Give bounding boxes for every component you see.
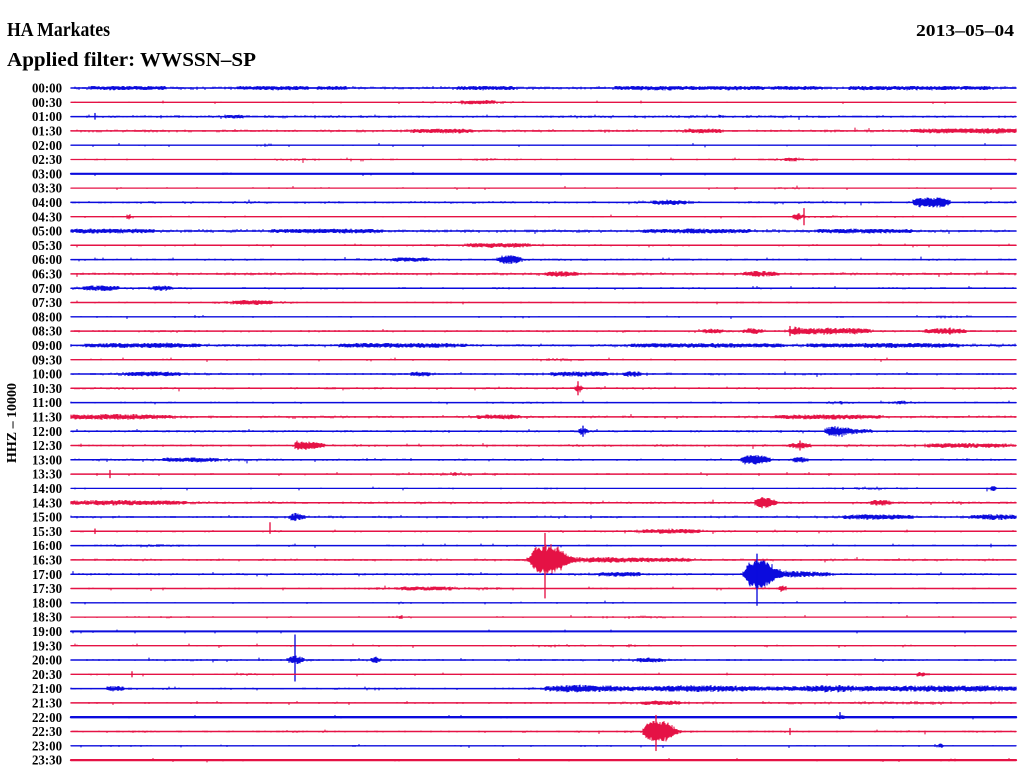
svg-text:05:00: 05:00 [32,225,62,240]
svg-text:02:00: 02:00 [32,139,62,154]
svg-text:2013–05–04: 2013–05–04 [916,21,1015,40]
svg-text:00:30: 00:30 [32,96,62,111]
svg-text:20:30: 20:30 [32,668,62,683]
svg-text:04:00: 04:00 [32,196,62,211]
svg-text:01:30: 01:30 [32,125,62,140]
svg-text:07:30: 07:30 [32,296,62,311]
svg-text:11:30: 11:30 [32,411,62,426]
svg-text:05:30: 05:30 [32,239,62,254]
svg-text:16:00: 16:00 [32,539,62,554]
svg-text:08:00: 08:00 [32,310,62,325]
svg-text:10:30: 10:30 [32,382,62,397]
svg-text:04:30: 04:30 [32,210,62,225]
svg-text:23:00: 23:00 [32,739,62,754]
svg-text:14:30: 14:30 [32,496,62,511]
svg-text:HA Markates: HA Markates [7,19,110,41]
svg-text:01:00: 01:00 [32,110,62,125]
svg-text:19:30: 19:30 [32,639,62,654]
svg-text:13:30: 13:30 [32,468,62,483]
svg-text:09:30: 09:30 [32,353,62,368]
svg-text:15:00: 15:00 [32,511,62,526]
svg-text:22:30: 22:30 [32,725,62,740]
svg-text:06:00: 06:00 [32,253,62,268]
svg-text:17:00: 17:00 [32,568,62,583]
svg-text:16:30: 16:30 [32,554,62,569]
svg-text:15:30: 15:30 [32,525,62,540]
svg-text:19:00: 19:00 [32,625,62,640]
svg-text:06:30: 06:30 [32,268,62,283]
svg-text:18:00: 18:00 [32,596,62,611]
svg-text:00:00: 00:00 [32,82,62,97]
svg-text:Applied filter: WWSSN–SP: Applied filter: WWSSN–SP [7,49,256,71]
svg-text:10:00: 10:00 [32,368,62,383]
svg-text:12:30: 12:30 [32,439,62,454]
svg-text:14:00: 14:00 [32,482,62,497]
svg-text:21:00: 21:00 [32,682,62,697]
svg-text:11:00: 11:00 [32,396,62,411]
svg-text:20:00: 20:00 [32,654,62,669]
svg-text:13:00: 13:00 [32,453,62,468]
svg-text:HHZ – 10000: HHZ – 10000 [5,383,20,463]
svg-text:02:30: 02:30 [32,153,62,168]
svg-text:18:30: 18:30 [32,611,62,626]
svg-text:12:00: 12:00 [32,425,62,440]
svg-text:08:30: 08:30 [32,325,62,340]
svg-text:03:00: 03:00 [32,167,62,182]
svg-text:23:30: 23:30 [32,754,62,769]
svg-text:21:30: 21:30 [32,697,62,712]
svg-text:07:00: 07:00 [32,282,62,297]
svg-text:09:00: 09:00 [32,339,62,354]
svg-text:22:00: 22:00 [32,711,62,726]
svg-text:17:30: 17:30 [32,582,62,597]
svg-text:03:30: 03:30 [32,182,62,197]
